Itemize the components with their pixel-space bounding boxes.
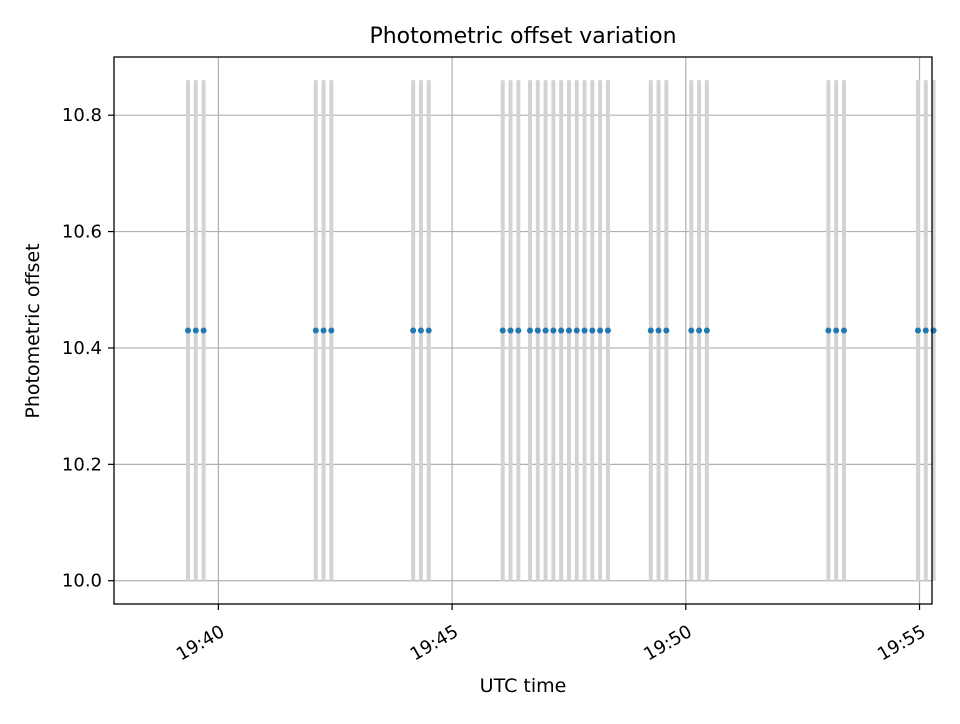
data-point — [688, 327, 695, 334]
data-point — [655, 327, 662, 334]
data-point — [527, 327, 534, 334]
x-axis-label: UTC time — [480, 675, 567, 697]
data-point — [550, 327, 557, 334]
y-axis-label: Photometric offset — [22, 243, 44, 418]
data-point — [425, 327, 432, 334]
data-point — [703, 327, 710, 334]
data-point — [507, 327, 514, 334]
data-point — [417, 327, 424, 334]
data-point — [604, 327, 611, 334]
data-point — [185, 327, 192, 334]
data-point — [840, 327, 847, 334]
data-point — [589, 327, 596, 334]
data-point — [192, 327, 199, 334]
data-point — [573, 327, 580, 334]
data-point — [200, 327, 207, 334]
data-point — [565, 327, 572, 334]
data-point — [696, 327, 703, 334]
grid-lines — [114, 57, 932, 604]
data-point — [647, 327, 654, 334]
y-tick-label: 10.0 — [62, 571, 102, 592]
data-point — [914, 327, 921, 334]
data-point — [312, 327, 319, 334]
data-point — [499, 327, 506, 334]
plot-frame — [113, 56, 933, 605]
data-point — [922, 327, 929, 334]
y-tick-label: 10.4 — [62, 338, 102, 359]
y-tick-label: 10.2 — [62, 454, 102, 475]
y-tick-label: 10.6 — [62, 222, 102, 243]
data-point — [515, 327, 522, 334]
data-point — [328, 327, 335, 334]
data-point — [558, 327, 565, 334]
data-point — [825, 327, 832, 334]
data-point — [534, 327, 541, 334]
data-point — [320, 327, 327, 334]
data-points — [185, 327, 937, 334]
data-point — [597, 327, 604, 334]
data-point — [833, 327, 840, 334]
data-point — [542, 327, 549, 334]
data-point — [663, 327, 670, 334]
y-axis-ticks: 10.0 10.2 10.4 10.6 10.8 — [62, 105, 114, 592]
data-point — [410, 327, 417, 334]
chart-title: Photometric offset variation — [369, 24, 676, 49]
data-point — [581, 327, 588, 334]
y-tick-label: 10.8 — [62, 105, 102, 126]
